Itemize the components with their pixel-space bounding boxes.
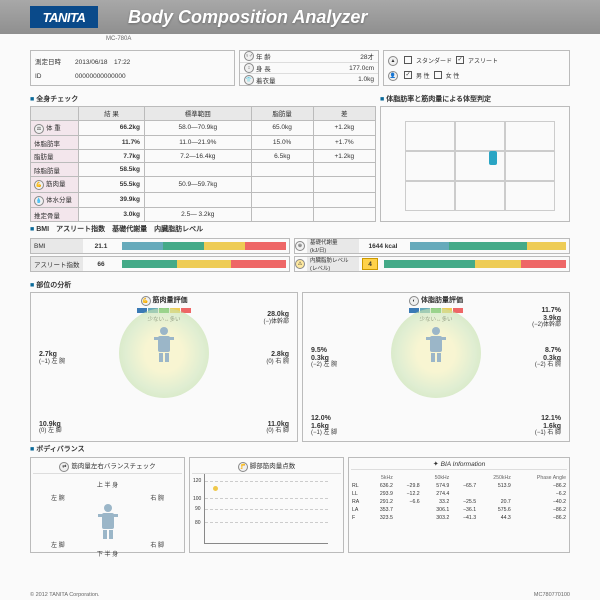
vfat-row: ⚠内臓脂肪レベル (レベル)4 xyxy=(294,256,570,272)
age-icon: ♀♂ xyxy=(244,51,254,61)
bmr-icon: ⊕ xyxy=(295,241,305,251)
leg-score-panel: 🦵脚部筋肉量点数 120 100 90 80 xyxy=(189,457,344,553)
rl-muscle: 11.0kg(0) 右 脚 xyxy=(266,421,289,435)
footer: © 2012 TANITA Corporation. MC780770100 xyxy=(30,592,570,598)
male-checkbox: ✓ xyxy=(404,71,412,79)
table-row: 💧体水分量39.9kg xyxy=(31,192,376,208)
leg-icon: 🦵 xyxy=(238,462,248,472)
mode-icon: ▲ xyxy=(388,56,398,66)
muscle-panel: 💪筋肉量評価 少ない↔多い 28.0kg(−)体幹部 2.7kg(−1) 左 腕… xyxy=(30,292,298,442)
id-label: ID xyxy=(35,73,75,80)
bmr-row: ⊕基礎代謝量 (kJ/日)1644 kcal xyxy=(294,238,570,254)
table-row: 推定骨量3.0kg2.5— 3.2kg xyxy=(31,208,376,222)
trunk-fat: 11.7%3.9kg(−2)体幹部 xyxy=(532,307,561,329)
body-figure xyxy=(144,321,184,401)
header: TANITA Body Composition Analyzer xyxy=(0,0,600,34)
athlete-checkbox: ✓ xyxy=(456,56,464,64)
model-code: MC-780A xyxy=(106,36,131,42)
fullbody-table: 結 果標準範囲脂肪量差 ⚖体 重66.2kg58.0—70.9kg65.0kg+… xyxy=(30,106,376,222)
muscle-icon: 💪 xyxy=(34,180,44,190)
balance-panel: ⇄筋肉量左右バランスチェック 上 半 身 左 腕右 腕 左 脚右 脚 下 半 身 xyxy=(30,457,185,553)
athlete-row: アスリート指数66 xyxy=(30,256,290,272)
report-sheet: TANITA Body Composition Analyzer MC-780A… xyxy=(0,0,600,600)
ra-fat: 8.7%0.3kg(−2) 右 腕 xyxy=(535,347,561,369)
la-fat: 9.5%0.3kg(−2) 左 腕 xyxy=(311,347,337,369)
section-fullbody: 全身チェック xyxy=(30,94,376,104)
std-checkbox xyxy=(404,56,412,64)
table-row: 除脂肪量58.5kg xyxy=(31,163,376,177)
copyright: © 2012 TANITA Corporation. xyxy=(30,592,99,598)
table-row: ⚖体 重66.2kg58.0—70.9kg65.0kg+1.2kg xyxy=(31,120,376,136)
bmi-row: BMI21.1 xyxy=(30,238,290,254)
id-value: 00000000000000 xyxy=(75,73,126,80)
doc-code: MC780770100 xyxy=(534,592,570,598)
vfat-value: 4 xyxy=(362,258,378,270)
section-parts: 部位の分析 xyxy=(30,280,570,290)
metrics-box: ♀♂年 齢28才 ↕身 長177.0cm 👕着衣量1.0kg xyxy=(239,50,379,86)
table-row: 体脂肪率11.7%11.0—21.9%15.0%+1.7% xyxy=(31,136,376,150)
weight-icon: ⚖ xyxy=(34,124,44,134)
ll-fat: 12.0%1.6kg(−1) 左 脚 xyxy=(311,415,337,437)
mode-box: ▲スタンダード✓アスリート 👤✓男 性女 性 xyxy=(383,50,570,86)
bmi-value: 21.1 xyxy=(83,243,119,250)
vfat-icon: ⚠ xyxy=(295,259,305,269)
leg-chart: 120 100 90 80 xyxy=(204,474,328,544)
cloth-icon: 👕 xyxy=(244,75,254,85)
meta-box: 測定日時2013/06/18 17:22 ID00000000000000 xyxy=(30,50,235,86)
page-title: Body Composition Analyzer xyxy=(128,7,367,28)
water-icon: 💧 xyxy=(34,196,44,206)
ll-muscle: 10.9kg(0) 左 脚 xyxy=(39,421,62,435)
body-figure2 xyxy=(416,321,456,401)
balance-icon: ⇄ xyxy=(59,462,69,472)
gender-icon: 👤 xyxy=(388,71,398,81)
section-bmi: BMI アスリート指数 基礎代謝量 内臓脂肪レベル xyxy=(30,224,570,234)
section-typemap: 体脂肪率と筋肉量による体型判定 xyxy=(380,94,570,104)
la-muscle: 2.7kg(−1) 左 腕 xyxy=(39,351,65,365)
date-value: 2013/06/18 17:22 xyxy=(75,56,130,66)
ra-muscle: 2.8kg(0) 右 腕 xyxy=(266,351,289,365)
table-row: 脂肪量7.7kg7.2—16.4kg6.5kg+1.2kg xyxy=(31,149,376,163)
table-row: 💪筋肉量55.5kg50.9—59.7kg xyxy=(31,176,376,192)
height-value: 177.0cm xyxy=(286,65,374,72)
athlete-value: 66 xyxy=(83,261,119,268)
bmr-value: 1644 kcal xyxy=(359,243,407,250)
trunk-muscle: 28.0kg(−)体幹部 xyxy=(263,311,289,325)
height-icon: ↕ xyxy=(244,63,254,73)
cloth-value: 1.0kg xyxy=(286,76,374,83)
female-checkbox xyxy=(434,71,442,79)
fat-panel: ◐体脂肪量評価 少ない↔多い 11.7%3.9kg(−2)体幹部 9.5%0.3… xyxy=(302,292,570,442)
section-balance: ボディバランス xyxy=(30,444,570,454)
brand-logo: TANITA xyxy=(30,6,98,28)
bia-table: 5kHz50kHz250kHzPhase Angle RL636.2−29.85… xyxy=(351,474,567,522)
rl-fat: 12.1%1.6kg(−1) 右 脚 xyxy=(535,415,561,437)
fat-panel-icon: ◐ xyxy=(409,296,419,306)
body-type-map xyxy=(380,106,570,222)
you-marker xyxy=(489,151,497,165)
age-value: 28才 xyxy=(286,51,374,61)
bia-panel: ✦ BIA Information 5kHz50kHz250kHzPhase A… xyxy=(348,457,570,553)
muscle-panel-icon: 💪 xyxy=(141,296,151,306)
date-label: 測定日時 xyxy=(35,56,75,66)
